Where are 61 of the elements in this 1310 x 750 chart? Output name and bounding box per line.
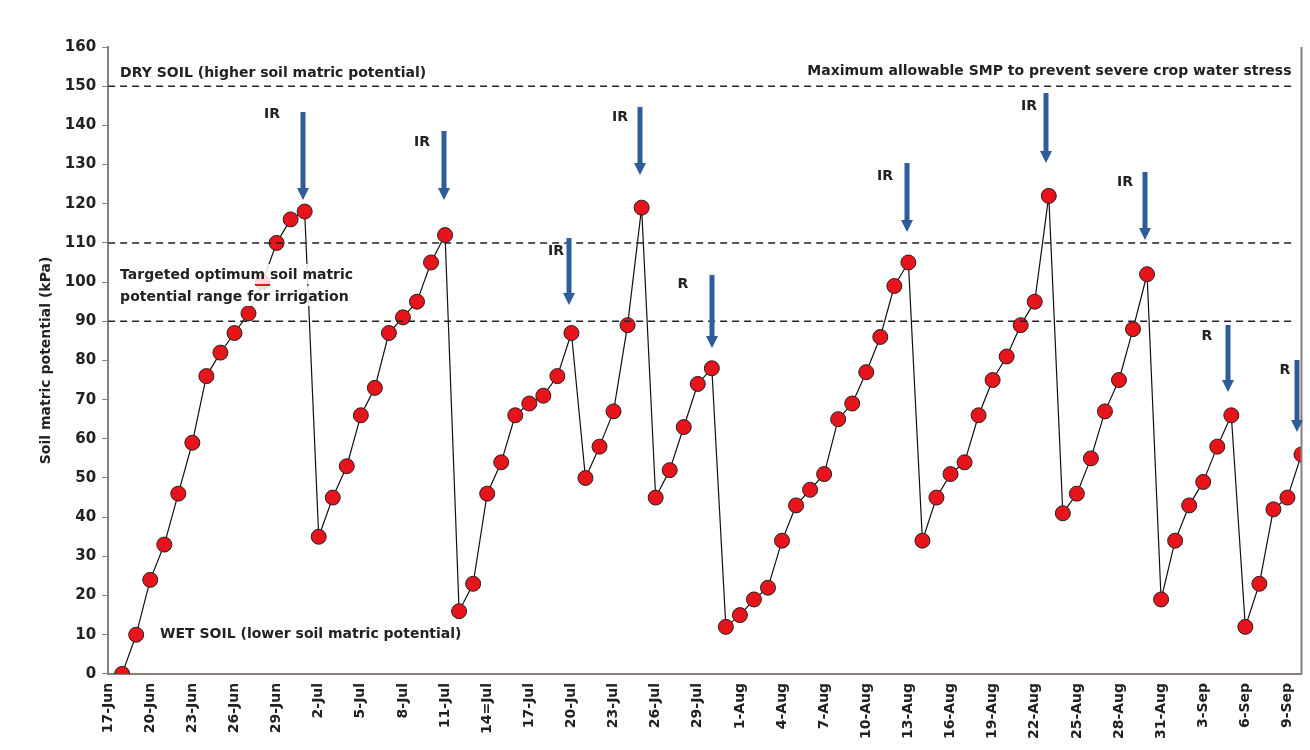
ref-line-label: Maximum allowable SMP to prevent severe crop water stress	[807, 61, 1292, 78]
x-tick-label: 26-Jun	[225, 682, 242, 734]
x-tick-label: 3-Sep	[1193, 682, 1210, 729]
y-tick-label: 60	[75, 428, 97, 447]
x-tick-label: 23-Jul	[604, 682, 621, 729]
y-tick-label: 10	[75, 624, 97, 643]
x-tick-label: 5-Jul	[351, 682, 368, 719]
y-tick-label: 160	[64, 36, 97, 55]
x-tick-label: 4-Aug	[772, 682, 789, 730]
x-tick-label: 1-Aug	[730, 682, 747, 730]
y-tick-label: 0	[85, 663, 97, 682]
annotation: IR	[1021, 96, 1038, 113]
x-tick-label: 26-Jul	[646, 682, 663, 729]
x-tick-label: 19-Aug	[983, 682, 1000, 740]
y-tick-label: 70	[75, 389, 97, 408]
x-tick-label: 20-Jul	[562, 682, 579, 729]
annotation: WET SOIL (lower soil matric potential)	[160, 624, 462, 641]
y-tick-label: 140	[64, 115, 97, 134]
x-tick-label: 29-Jun	[267, 682, 284, 734]
y-tick-label: 130	[64, 154, 97, 173]
annotation: IR	[612, 107, 629, 124]
annotation: Targeted optimum soil matric potential range for irrigation	[120, 265, 354, 304]
y-tick-label: 90	[75, 311, 97, 330]
x-tick-label: 23-Jun	[182, 682, 199, 734]
annotation: DRY SOIL (higher soil matric potential)	[120, 64, 427, 80]
y-tick-label: 20	[75, 585, 97, 604]
y-tick-label: 50	[75, 467, 97, 486]
annotation: R	[1279, 360, 1291, 377]
x-tick-label: 25-Aug	[1067, 682, 1084, 740]
x-tick-label: 17-Jun	[98, 682, 115, 734]
y-tick-label: 80	[75, 350, 97, 369]
x-tick-label: 28-Aug	[1109, 682, 1126, 740]
annotation: R	[677, 274, 689, 291]
y-tick-label: 150	[64, 76, 97, 95]
x-tick-label: 22-Aug	[1025, 682, 1042, 740]
x-tick-label: 2-Jul	[309, 682, 326, 719]
annotation: IR	[1117, 172, 1134, 189]
x-tick-label: 29-Jul	[688, 682, 705, 729]
x-tick-label: 6-Sep	[1235, 682, 1252, 729]
x-tick-label: 8-Jul	[393, 682, 410, 719]
annotation: IR	[264, 104, 281, 121]
x-tick-label: 13-Aug	[899, 682, 916, 740]
annotation: R	[1201, 326, 1213, 343]
y-tick-label: 100	[64, 271, 97, 290]
annotation: IR	[414, 132, 431, 149]
x-tick-label: 9-Sep	[1278, 682, 1295, 729]
y-tick-label: 110	[64, 232, 97, 251]
annotation: IR	[877, 166, 894, 183]
y-axis-title: Soil matric potential (kPa)	[37, 256, 54, 465]
x-tick-label: 16-Aug	[941, 682, 958, 740]
y-tick-label: 40	[75, 507, 97, 526]
x-tick-label: 14=Jul	[477, 682, 494, 735]
y-tick-label: 30	[75, 546, 97, 565]
x-tick-label: 10-Aug	[856, 682, 873, 740]
x-tick-label: 31-Aug	[1151, 682, 1168, 740]
x-tick-label: 17-Jul	[519, 682, 536, 729]
x-tick-label: 20-Jun	[140, 682, 157, 734]
y-tick-label: 120	[64, 193, 97, 212]
x-tick-label: 11-Jul	[435, 682, 452, 729]
annotation: IR	[548, 241, 565, 258]
x-tick-label: 7-Aug	[814, 682, 831, 730]
